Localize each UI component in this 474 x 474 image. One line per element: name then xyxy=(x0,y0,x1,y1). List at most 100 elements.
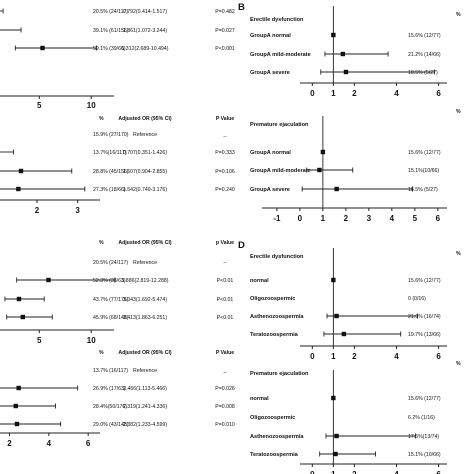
point-estimate xyxy=(334,313,339,319)
x-tick-label: 4 xyxy=(47,439,52,448)
point-estimate xyxy=(334,433,339,439)
x-tick-label: 6 xyxy=(436,214,441,223)
row-label: Teratozoospermia xyxy=(250,332,299,338)
row-percent: 20.5% (24/117) xyxy=(93,9,128,15)
row-adjusted-or: Reference xyxy=(133,260,157,266)
row-adjusted-or: Reference xyxy=(133,368,157,374)
row-adjusted-or: 1.607(0.904-2.855) xyxy=(123,169,167,175)
point-estimate xyxy=(341,331,347,337)
header-p-value: P Value xyxy=(216,350,234,356)
point-estimate xyxy=(331,277,336,283)
x-tick-label: 2 xyxy=(352,89,357,98)
x-tick-label: 2 xyxy=(7,439,12,448)
row-adjusted-or: 2.466(1.113-5.466) xyxy=(123,386,167,392)
row-percent: 28.4%(50/176) xyxy=(93,404,127,410)
row-percent: 19.7% (13/66) xyxy=(408,332,441,338)
header-percent: % xyxy=(99,240,104,246)
row-p-value: P<0.01 xyxy=(217,315,234,321)
x-tick-label: 2 xyxy=(352,352,357,361)
row-percent: 21.6% (16/74) xyxy=(408,314,441,320)
point-estimate xyxy=(13,403,18,409)
row-label: Oligozoospermic xyxy=(250,296,295,302)
x-tick-label: 1 xyxy=(331,352,336,361)
row-adjusted-or: 0.792(0.414-1.517) xyxy=(123,9,167,15)
point-estimate xyxy=(331,395,336,401)
row-percent: 18.5% (5/27) xyxy=(408,70,438,76)
x-tick-label: 0 xyxy=(310,352,315,361)
row-p-value: P=0.026 xyxy=(215,386,235,392)
header-percent: % xyxy=(456,109,461,115)
header-percent: % xyxy=(456,12,461,18)
row-percent: 43.7% (77/176) xyxy=(93,297,129,303)
point-estimate xyxy=(340,51,346,57)
x-tick-label: 1 xyxy=(331,89,336,98)
row-label: normal xyxy=(250,396,269,402)
point-estimate xyxy=(343,69,349,75)
row-p-value: P=0.240 xyxy=(215,187,235,193)
row-percent: 15.6% (12/77) xyxy=(408,150,441,156)
row-adjusted-or: Reference xyxy=(133,132,157,138)
row-label: GroupA mild-moderate xyxy=(250,168,311,174)
point-estimate xyxy=(16,296,22,302)
row-adjusted-or: 0.707(0.351-1.426) xyxy=(123,150,167,156)
row-adjusted-or: 3.413(1.863-6.251) xyxy=(123,315,167,321)
section-title: Premature ejaculation xyxy=(250,122,309,128)
row-percent: 17.5%(13/74) xyxy=(408,434,439,440)
header-percent: % xyxy=(99,350,104,356)
x-tick-label: 1 xyxy=(321,214,326,223)
row-label: GroupA severe xyxy=(250,187,290,193)
row-label: normal xyxy=(250,278,269,284)
point-estimate xyxy=(320,149,326,155)
point-estimate xyxy=(16,186,21,192)
row-percent: 15.6% (12/77) xyxy=(408,278,441,284)
row-percent: 13.7%(16/117) xyxy=(93,150,127,156)
point-estimate xyxy=(40,45,45,51)
row-percent: 6.2% (1/16) xyxy=(408,415,435,421)
point-estimate xyxy=(46,277,51,283)
row-percent: 15.1%(10/66) xyxy=(408,168,439,174)
row-label: Asthenozoospermia xyxy=(250,314,304,320)
point-estimate xyxy=(20,314,26,320)
row-label: GroupA normal xyxy=(250,33,291,39)
row-percent: 15.1% (10/66) xyxy=(408,452,441,458)
header-percent: % xyxy=(99,116,104,122)
section-title: Erectile dysfunction xyxy=(250,254,304,260)
row-percent: 18.5% (5/27) xyxy=(408,187,438,193)
x-tick-label: -1 xyxy=(273,214,281,223)
row-p-value: P<0.001 xyxy=(215,46,235,52)
x-tick-label: 10 xyxy=(87,336,96,345)
point-estimate xyxy=(18,168,24,174)
row-percent: 20.5% (24/117) xyxy=(93,260,128,266)
row-p-value: -- xyxy=(223,260,227,266)
row-adjusted-or: 1.861(1.072-3.244) xyxy=(123,28,167,34)
x-tick-label: 3 xyxy=(367,214,372,223)
x-tick-label: 0 xyxy=(310,89,315,98)
x-tick-label: 0 xyxy=(310,470,315,474)
row-label: Oligozoospermic xyxy=(250,415,295,421)
x-tick-label: 2 xyxy=(352,470,357,474)
header-percent: % xyxy=(456,251,461,257)
x-tick-label: 6 xyxy=(86,439,91,448)
x-tick-label: 2 xyxy=(344,214,349,223)
row-percent: 26.9% (17/63) xyxy=(93,386,126,392)
row-adjusted-or: 3.043(1.692-5.474) xyxy=(123,297,167,303)
row-percent: 15.6% (12/77) xyxy=(408,33,441,39)
row-percent: 27.3% (18/66) xyxy=(93,187,126,193)
point-estimate xyxy=(14,421,20,427)
row-percent: 15.6% (12/77) xyxy=(408,396,441,402)
row-label: GroupA normal xyxy=(250,150,291,156)
row-label: Asthenozoospermia xyxy=(250,434,304,440)
row-adjusted-or: 1.542(0.749-3.176) xyxy=(123,187,167,193)
row-p-value: P=0.333 xyxy=(215,150,235,156)
x-tick-label: 0 xyxy=(298,214,303,223)
panel-label: B xyxy=(238,2,245,13)
row-percent: 15.9% (27/170) xyxy=(93,132,129,138)
x-tick-label: 10 xyxy=(87,101,96,110)
point-estimate xyxy=(333,451,338,457)
row-adjusted-or: 2.382(1.233-4.599) xyxy=(123,422,167,428)
x-tick-label: 6 xyxy=(436,89,441,98)
header-adjusted-or: Adjusted OR (95% CI) xyxy=(118,240,172,246)
row-percent: 52.3% (33/63) xyxy=(93,278,126,284)
header-p-value: p Value xyxy=(216,240,234,246)
